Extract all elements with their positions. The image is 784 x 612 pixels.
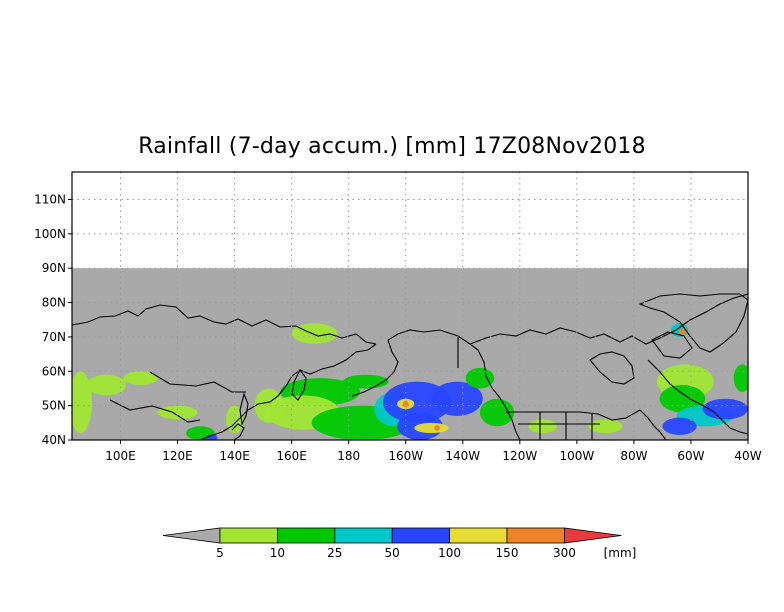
lon-tick-label: 180 [337, 449, 360, 463]
colorbar-under-triangle [162, 527, 221, 544]
coastline-us-east [639, 409, 667, 440]
lon-tick-label: 100W [559, 449, 594, 463]
coastline-hudson-bay [589, 351, 635, 385]
lon-tick-label: 40W [734, 449, 761, 463]
lat-tick-label: 80N [42, 296, 66, 310]
lat-tick-label: 70N [42, 330, 66, 344]
lon-tick-label: 160W [388, 449, 423, 463]
rain-region [434, 425, 440, 431]
colorbar-over-triangle [564, 527, 622, 544]
colorbar-label: 150 [496, 546, 519, 560]
coastline-kamchatka [291, 368, 307, 401]
colorbar-label: 100 [438, 546, 461, 560]
coastline-baffin [651, 331, 693, 359]
border-us-states [518, 412, 600, 440]
colorbar-bin [449, 527, 508, 544]
colorbar-label: 5 [216, 546, 224, 560]
rain-region [678, 328, 686, 336]
coastline-sakhalin [239, 392, 249, 426]
lon-tick-label: 60W [677, 449, 704, 463]
border-us-canada [506, 409, 641, 421]
coastline-japan [231, 423, 245, 440]
colorbar-unit: [mm] [604, 546, 637, 560]
rain-region [123, 371, 158, 386]
coastline-labrador [647, 359, 748, 435]
rain-region [414, 422, 449, 434]
coastline-layer [72, 293, 748, 440]
lat-tick-label: 60N [42, 364, 66, 378]
colorbar-label: 10 [270, 546, 285, 560]
colorbar-bin [219, 527, 278, 544]
rainfall-layer [72, 323, 748, 440]
colorbar-bin [334, 527, 393, 544]
lon-tick-label: 140W [445, 449, 480, 463]
rain-region [86, 374, 127, 396]
rain-region [662, 417, 697, 435]
colorbar-bin [391, 527, 451, 544]
rain-region [702, 398, 748, 420]
lat-tick-label: 50N [42, 399, 66, 413]
rain-region [528, 419, 557, 434]
colorbar: 5 10 25 50 100 150 300 [mm] [162, 527, 637, 560]
lat-tick-label: 90N [42, 261, 66, 275]
coastline-canada-arctic [469, 293, 748, 345]
colorbar-label: 300 [553, 546, 576, 560]
coastline-asia-arctic [72, 304, 377, 345]
lon-tick-label: 120E [162, 449, 193, 463]
lon-tick-label: 120W [502, 449, 537, 463]
lon-tick-label: 80W [620, 449, 647, 463]
border-china-mongolia [109, 399, 201, 423]
lon-tick-label: 140E [219, 449, 250, 463]
coastline-greenland [638, 293, 748, 353]
rain-region [431, 381, 483, 416]
colorbar-label: 50 [385, 546, 400, 560]
longitude-axis: 100E 120E 140E 160E 180 160W 140W 120W 100W 80W 60… [105, 440, 762, 463]
map-title: Rainfall (7-day accum.) [mm] 17Z08Nov201… [138, 134, 646, 159]
rain-region [291, 323, 338, 344]
rain-region [342, 374, 389, 389]
coastline-alaska [387, 329, 521, 440]
lon-tick-label: 100E [105, 449, 136, 463]
rain-region [465, 367, 495, 389]
colorbar-bin [506, 527, 565, 544]
rain-region [157, 405, 198, 420]
coastline-alaska-west [351, 339, 399, 397]
lon-tick-label: 160E [276, 449, 307, 463]
lat-tick-label: 40N [42, 433, 66, 447]
coastline-asia-pacific [199, 343, 377, 440]
rain-region [588, 419, 623, 434]
lat-tick-label: 110N [34, 192, 66, 206]
colorbar-label: 25 [327, 546, 342, 560]
rain-region [226, 405, 244, 434]
colorbar-bin [276, 527, 336, 544]
rain-region [479, 398, 515, 427]
latitude-axis: 40N 50N 60N 70N 80N 90N 100N 110N [34, 192, 72, 447]
lat-tick-label: 100N [34, 227, 66, 241]
plot-frame [71, 171, 749, 441]
